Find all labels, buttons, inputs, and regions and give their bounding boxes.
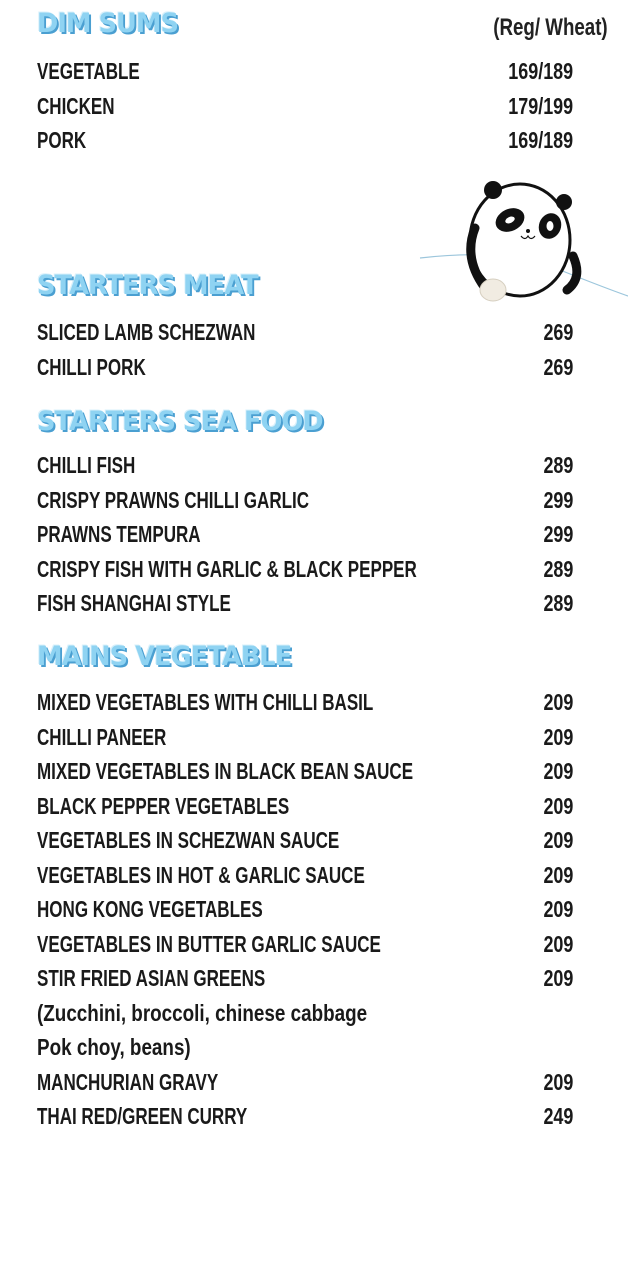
menu-item-price: 169/189	[508, 127, 573, 153]
menu-item: THAI RED/GREEN CURRY 249	[37, 1099, 573, 1134]
menu-item: SLICED LAMB SCHEZWAN 269	[37, 315, 573, 350]
menu-item: HONG KONG VEGETABLES 209	[37, 892, 573, 927]
menu-item-name: VEGETABLES IN SCHEZWAN SAUCE	[37, 827, 340, 853]
menu-item: CRISPY FISH WITH GARLIC & BLACK PEPPER 28…	[37, 552, 573, 587]
menu-item-name: CHILLI PORK	[37, 353, 146, 380]
menu-item-price: 249	[543, 1103, 573, 1129]
menu-item-name: CRISPY PRAWNS CHILLI GARLIC	[37, 486, 310, 513]
menu-item-note: Pok choy, beans)	[37, 1030, 573, 1065]
menu-item-name: HONG KONG VEGETABLES	[37, 896, 263, 922]
menu-item-name: VEGETABLES IN BUTTER GARLIC SAUCE	[37, 930, 381, 957]
menu-item-name: PRAWNS TEMPURA	[37, 521, 201, 547]
menu-item-name: THAI RED/GREEN CURRY	[37, 1103, 248, 1129]
menu-item-name: MIXED VEGETABLES IN BLACK BEAN SAUCE	[37, 758, 414, 784]
menu-item-price: 209	[543, 723, 573, 750]
menu-item-name: CRISPY FISH WITH GARLIC & BLACK PEPPER	[37, 555, 417, 582]
menu-item: MANCHURIAN GRAVY 209	[37, 1065, 573, 1100]
menu-item: PORK 169/189	[37, 123, 573, 158]
menu-item-name: CHICKEN	[37, 92, 115, 119]
menu-item-price: 299	[543, 486, 573, 513]
heading-dim-sums: DIM SUMS	[37, 8, 179, 39]
menu-item-name: Pok choy, beans)	[37, 1034, 191, 1060]
menu-item-price: 209	[543, 965, 573, 991]
section-mains-vegetable: MIXED VEGETABLES WITH CHILLI BASIL 209 CHI…	[37, 685, 573, 1134]
menu-item: FISH SHANGHAI STYLE 289	[37, 586, 573, 621]
menu-item: MIXED VEGETABLES WITH CHILLI BASIL 209	[37, 685, 573, 720]
menu-item-price: 209	[543, 1068, 573, 1095]
menu-item-price: 179/199	[508, 92, 573, 119]
menu-item: CHILLI FISH 289	[37, 448, 573, 483]
menu-item-price: 289	[543, 590, 573, 616]
menu-item: PRAWNS TEMPURA 299	[37, 517, 573, 552]
menu-item-price: 169/189	[508, 58, 573, 84]
menu-item: BLACK PEPPER VEGETABLES 209	[37, 789, 573, 824]
menu-item-name: MIXED VEGETABLES WITH CHILLI BASIL	[37, 689, 374, 715]
menu-item-name: PORK	[37, 127, 87, 153]
menu-item-name: (Zucchini, broccoli, chinese cabbage	[37, 999, 368, 1026]
menu-item-price: 269	[543, 319, 573, 345]
heading-mains-vegetable: MAINS VEGETABLE	[37, 641, 292, 672]
menu-item: VEGETABLES IN HOT & GARLIC SAUCE 209	[37, 858, 573, 893]
menu-item-price: 209	[543, 930, 573, 957]
menu-item-price: 209	[543, 861, 573, 888]
menu-item-name: FISH SHANGHAI STYLE	[37, 590, 231, 616]
menu-item: CRISPY PRAWNS CHILLI GARLIC 299	[37, 483, 573, 518]
section-dim-sums: VEGETABLE 169/189 CHICKEN 179/199 PORK 169/18…	[37, 54, 573, 158]
menu-item: MIXED VEGETABLES IN BLACK BEAN SAUCE 209	[37, 754, 573, 789]
menu-item-price: 209	[543, 758, 573, 784]
menu-item-name: VEGETABLE	[37, 58, 140, 84]
menu-item-name: MANCHURIAN GRAVY	[37, 1068, 219, 1095]
menu-item-price: 269	[543, 353, 573, 380]
menu-item-price: 289	[543, 452, 573, 478]
menu-item: VEGETABLES IN BUTTER GARLIC SAUCE 209	[37, 927, 573, 962]
menu-item: STIR FRIED ASIAN GREENS 209	[37, 961, 573, 996]
menu-item-note: (Zucchini, broccoli, chinese cabbage	[37, 996, 573, 1031]
menu-item-price: 299	[543, 521, 573, 547]
menu-item: CHILLI PANEER 209	[37, 720, 573, 755]
section-starters-meat: SLICED LAMB SCHEZWAN 269 CHILLI PORK 269	[37, 315, 573, 384]
menu-item-name: STIR FRIED ASIAN GREENS	[37, 965, 266, 991]
menu-item: VEGETABLE 169/189	[37, 54, 573, 89]
menu-item: VEGETABLES IN SCHEZWAN SAUCE 209	[37, 823, 573, 858]
menu-item-name: BLACK PEPPER VEGETABLES	[37, 792, 290, 819]
menu-item-price: 209	[543, 792, 573, 819]
menu-item-price: 289	[543, 555, 573, 582]
menu-item-price: 209	[543, 896, 573, 922]
heading-starters-meat: STARTERS MEAT	[37, 270, 259, 301]
heading-starters-sea-food: STARTERS SEA FOOD	[37, 406, 324, 437]
section-starters-sea-food: CHILLI FISH 289 CRISPY PRAWNS CHILLI GARLI…	[37, 448, 573, 621]
menu-item-name: SLICED LAMB SCHEZWAN	[37, 319, 256, 345]
menu-item-price: 209	[543, 689, 573, 715]
menu-item-name: CHILLI FISH	[37, 452, 136, 478]
menu-item: CHILLI PORK 269	[37, 350, 573, 385]
menu-item: CHICKEN 179/199	[37, 89, 573, 124]
menu-item-name: VEGETABLES IN HOT & GARLIC SAUCE	[37, 861, 365, 888]
menu-item-name: CHILLI PANEER	[37, 723, 167, 750]
menu-item-price: 209	[543, 827, 573, 853]
price-column-label: (Reg/ Wheat)	[493, 14, 608, 41]
panda-illustration	[419, 181, 628, 302]
